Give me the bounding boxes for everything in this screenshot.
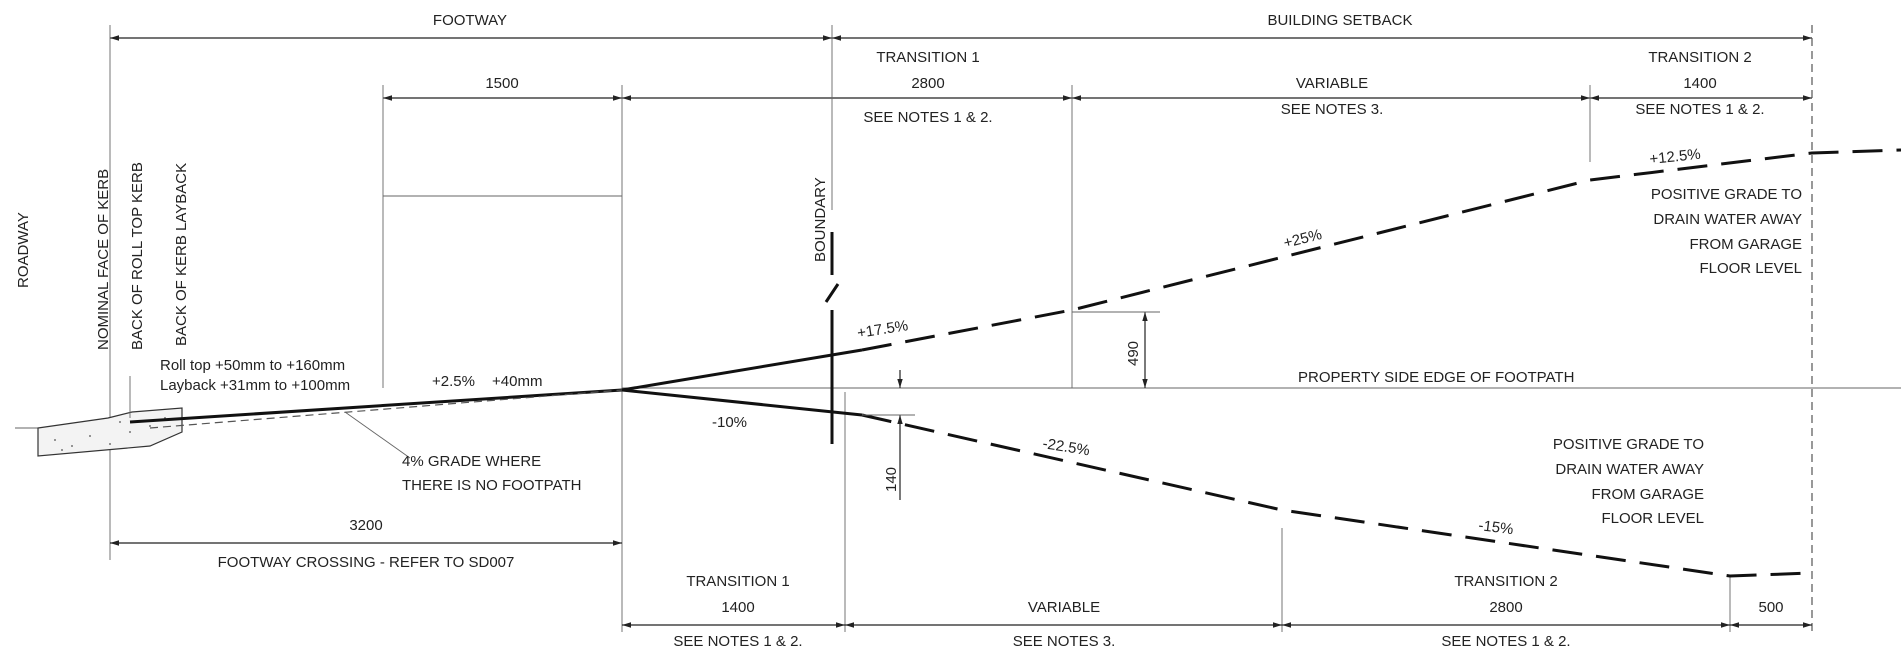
top-transition2-title: TRANSITION 2 [1648, 49, 1751, 66]
bottom-transition2-dim: 2800 [1489, 599, 1522, 616]
kerb-section [15, 376, 183, 457]
grade-17-5-label: +17.5% [856, 317, 909, 342]
top-variable-notes: SEE NOTES 3. [1281, 101, 1384, 118]
nominal-face-kerb-label: NOMINAL FACE OF KERB [95, 169, 112, 350]
four-percent-grade-line [149, 389, 623, 429]
roadway-label: ROADWAY [15, 212, 32, 288]
four-percent-grade-note: 4% GRADE WHERE THERE IS NO FOOTPATH [402, 453, 581, 494]
lower-note-line: FROM GARAGE [1591, 486, 1704, 503]
bottom-transition2-notes: SEE NOTES 1 & 2. [1441, 633, 1570, 650]
roll-top-note: Roll top +50mm to +160mm [160, 357, 345, 374]
top-dimensions [110, 35, 1812, 101]
upper-positive-grade-note: POSITIVE GRADE TO DRAIN WATER AWAY FROM … [1651, 186, 1802, 277]
top-variable-title: VARIABLE [1296, 75, 1368, 92]
bottom-variable-notes: SEE NOTES 3. [1013, 633, 1116, 650]
grade-neg10-label: -10% [712, 414, 747, 431]
grade-12-5-label: +12.5% [1649, 146, 1702, 168]
back-roll-top-kerb-label: BACK OF ROLL TOP KERB [129, 162, 146, 350]
extension-lines [109, 25, 1813, 632]
bottom-transition1-dim: 1400 [721, 599, 754, 616]
upper-note-line: FLOOR LEVEL [1699, 260, 1802, 277]
upper-solid-grade [621, 348, 863, 392]
bottom-transition1-notes: SEE NOTES 1 & 2. [673, 633, 802, 650]
lower-note-line: DRAIN WATER AWAY [1555, 461, 1704, 478]
dim-490-label: 490 [1125, 341, 1142, 366]
boundary-marker [824, 232, 840, 444]
footway-grade-line [129, 388, 623, 424]
top-transition2-dim: 1400 [1683, 75, 1716, 92]
building-setback-label: BUILDING SETBACK [1267, 12, 1412, 29]
top-transition1-dim: 2800 [911, 75, 944, 92]
dim-140-label: 140 [883, 467, 900, 492]
top-transition2-notes: SEE NOTES 1 & 2. [1635, 101, 1764, 118]
footway-label: FOOTWAY [433, 12, 507, 29]
dim-1500-label: 1500 [485, 75, 518, 92]
dim-40mm-label: +40mm [492, 373, 542, 390]
upper-note-line: POSITIVE GRADE TO [1651, 186, 1802, 203]
layback-note: Layback +31mm to +100mm [160, 377, 350, 394]
dim-500-label: 500 [1758, 599, 1783, 616]
grade-4-note-line: 4% GRADE WHERE [402, 453, 541, 470]
footway-crossing-label: FOOTWAY CROSSING - REFER TO SD007 [218, 554, 515, 571]
grade-2-5-label: +2.5% [432, 373, 475, 390]
property-edge-label: PROPERTY SIDE EDGE OF FOOTPATH [1298, 369, 1574, 386]
grade-neg15-label: -15% [1478, 517, 1515, 538]
bottom-dimensions [110, 540, 1812, 628]
lower-note-line: POSITIVE GRADE TO [1553, 436, 1704, 453]
upper-note-line: FROM GARAGE [1689, 236, 1802, 253]
back-kerb-layback-label: BACK OF KERB LAYBACK [173, 163, 190, 346]
grade-4-note-line: THERE IS NO FOOTPATH [402, 477, 581, 494]
lower-note-line: FLOOR LEVEL [1601, 510, 1704, 527]
upper-dashed-profile [861, 148, 1901, 352]
lower-solid-grade [621, 388, 863, 417]
top-transition1-notes: SEE NOTES 1 & 2. [863, 109, 992, 126]
bottom-variable-title: VARIABLE [1028, 599, 1100, 616]
top-transition1-title: TRANSITION 1 [876, 49, 979, 66]
lower-dashed-profile [861, 413, 1813, 578]
grade-profiles [129, 148, 1901, 578]
bottom-transition1-title: TRANSITION 1 [686, 573, 789, 590]
boundary-label: BOUNDARY [812, 177, 829, 262]
four-percent-leader [344, 411, 411, 459]
bottom-transition2-title: TRANSITION 2 [1454, 573, 1557, 590]
upper-note-line: DRAIN WATER AWAY [1653, 211, 1802, 228]
lower-positive-grade-note: POSITIVE GRADE TO DRAIN WATER AWAY FROM … [1553, 436, 1704, 527]
dim-3200-label: 3200 [349, 517, 382, 534]
